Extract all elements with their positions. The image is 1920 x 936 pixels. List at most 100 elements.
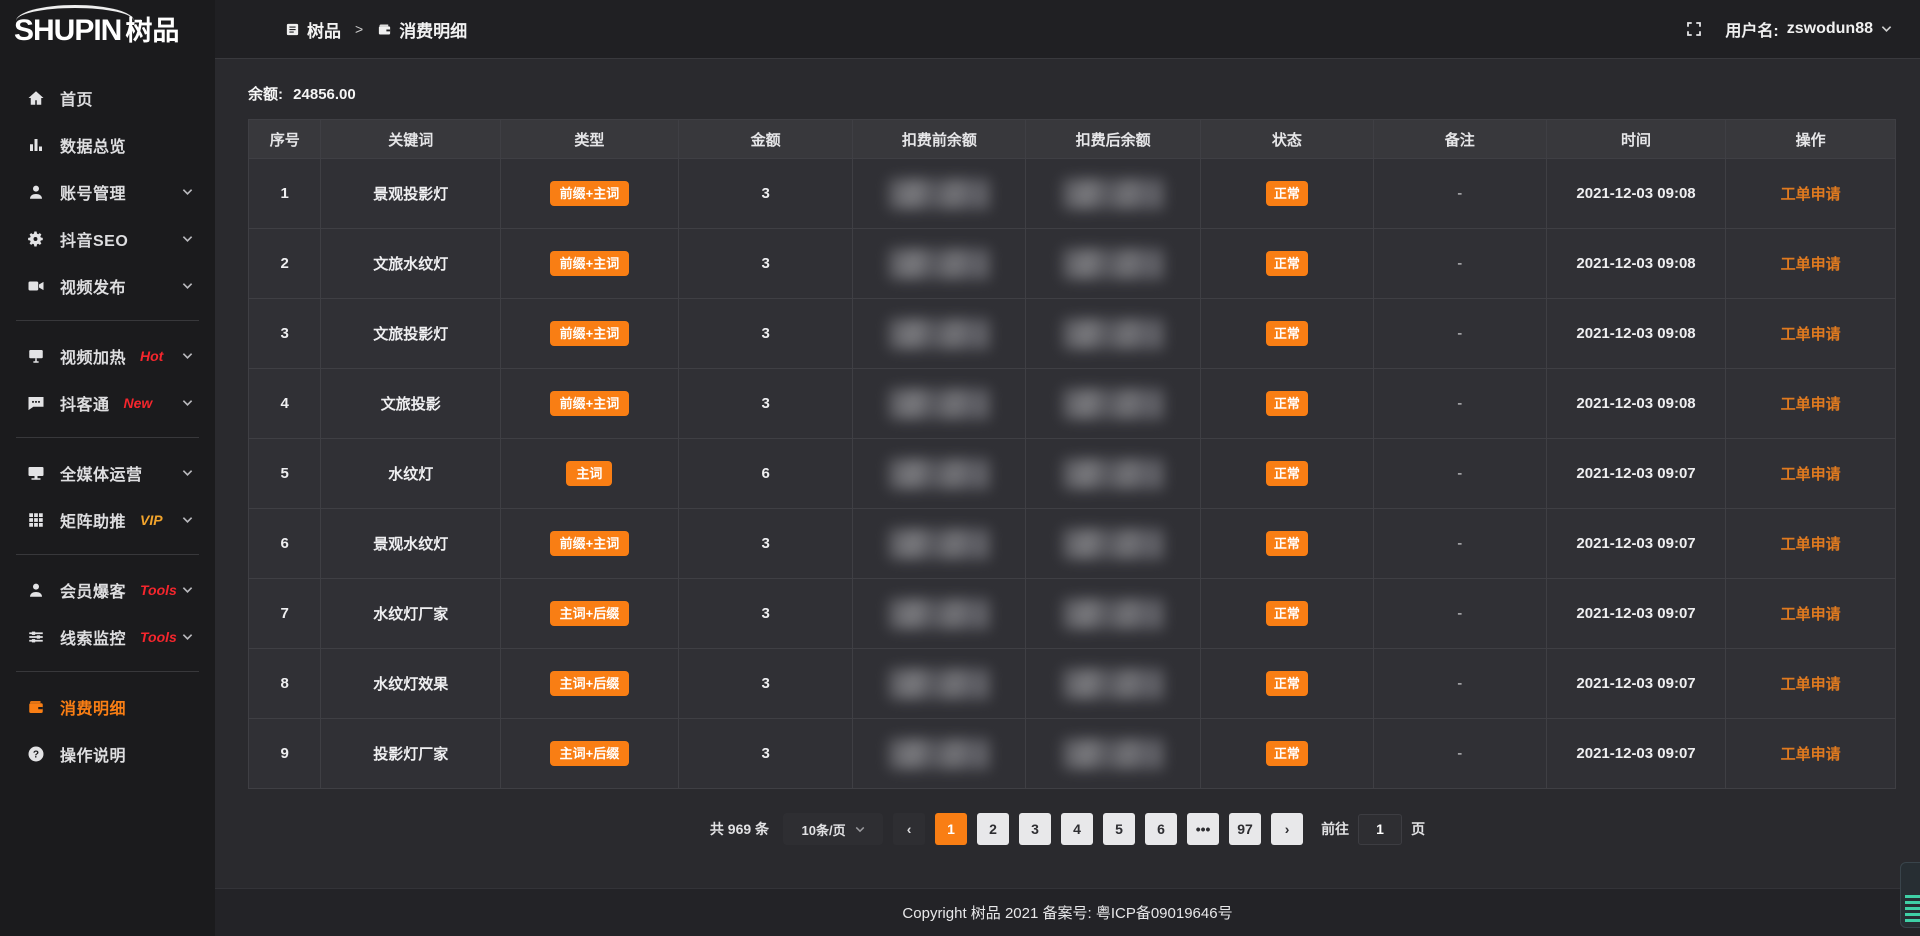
- cell-status: 正常: [1199, 438, 1374, 509]
- type-badge: 前缀+主词: [549, 531, 630, 556]
- sidebar-badge-new: New: [123, 394, 153, 411]
- page-button-3[interactable]: 3: [1019, 813, 1052, 845]
- logo-arc-decoration: [16, 5, 134, 21]
- user-menu[interactable]: 用户名: zswodun88: [1725, 17, 1892, 41]
- sidebar-item-data-overview[interactable]: 数据总览: [0, 121, 215, 168]
- chevron-down-icon: [182, 399, 193, 407]
- balance-value: 24856.00: [293, 86, 356, 103]
- status-badge: 正常: [1265, 391, 1308, 416]
- prev-page-button[interactable]: ‹: [893, 813, 926, 845]
- redacted-balance-before: [889, 318, 990, 349]
- work-order-link[interactable]: 工单申请: [1780, 746, 1841, 763]
- work-order-link[interactable]: 工单申请: [1780, 256, 1841, 273]
- redacted-balance-before: [889, 738, 990, 769]
- sliders-icon: [27, 628, 45, 646]
- sidebar-item-consume-detail[interactable]: 消费明细: [0, 683, 215, 730]
- cell-balance-after: [1025, 158, 1201, 229]
- sidebar-item-label: 抖音SEO: [60, 232, 129, 250]
- cell-amount: 3: [677, 718, 854, 789]
- work-order-link[interactable]: 工单申请: [1780, 606, 1841, 623]
- sidebar-item-douyin-seo[interactable]: 抖音SEO: [0, 215, 215, 262]
- chat-widget[interactable]: [1900, 862, 1920, 928]
- footer: Copyright 树品 2021 备案号: 粤ICP备09019646号: [215, 888, 1920, 936]
- work-order-link[interactable]: 工单申请: [1780, 396, 1841, 413]
- type-badge: 主词+后缀: [549, 601, 630, 626]
- sidebar-item-matrix-boost[interactable]: 矩阵助推 VIP: [0, 496, 215, 543]
- sidebar-badge-vip: VIP: [140, 511, 163, 528]
- redacted-balance-before: [889, 528, 990, 559]
- sidebar-item-account-manage[interactable]: 账号管理: [0, 168, 215, 215]
- sidebar-item-video-publish[interactable]: 视频发布: [0, 262, 215, 309]
- page-button-5[interactable]: 5: [1103, 813, 1136, 845]
- redacted-balance-after: [1063, 178, 1164, 209]
- breadcrumb: 树品 > 消费明细: [285, 17, 467, 42]
- page-ellipsis-button[interactable]: •••: [1187, 813, 1220, 845]
- status-badge: 正常: [1265, 671, 1308, 696]
- status-badge: 正常: [1265, 181, 1308, 206]
- goto-page: 前往 页: [1321, 813, 1425, 845]
- cell-keyword: 水纹灯效果: [320, 648, 501, 719]
- remark-value: -: [1457, 465, 1463, 482]
- sidebar-item-home[interactable]: 首页: [0, 74, 215, 121]
- cell-balance-before: [852, 718, 1027, 789]
- type-badge: 前缀+主词: [549, 181, 630, 206]
- sidebar-item-label: 数据总览: [60, 138, 127, 156]
- goto-page-input[interactable]: [1358, 813, 1403, 845]
- goto-label: 前往: [1321, 821, 1350, 837]
- column-header-action: 操作: [1725, 119, 1896, 159]
- sidebar-item-label: 操作说明: [60, 747, 127, 765]
- fullscreen-icon[interactable]: [1685, 20, 1703, 38]
- sidebar-badge-hot: Hot: [140, 347, 164, 364]
- redacted-balance-before: [889, 388, 990, 419]
- column-header-keyword: 关键词: [320, 119, 501, 159]
- sidebar-item-lead-monitor[interactable]: 线索监控 Tools: [0, 613, 215, 660]
- sidebar-item-member-baoke[interactable]: 会员爆客 Tools: [0, 566, 215, 613]
- work-order-link[interactable]: 工单申请: [1780, 186, 1841, 203]
- breadcrumb-item-shupin[interactable]: 树品: [285, 17, 341, 42]
- table-row: 3 文旅投影灯 前缀+主词 3 正常 -2021-12-03 09:08 工单申请: [247, 298, 1896, 369]
- redacted-balance-after: [1063, 248, 1164, 279]
- projector-icon: [27, 347, 45, 365]
- breadcrumb-item-consume-detail[interactable]: 消费明细: [377, 17, 467, 42]
- table-row: 6 景观水纹灯 前缀+主词 3 正常 - 2021-12-03 09:07 工单申请: [247, 508, 1896, 579]
- copyright-text: Copyright 树品 2021 备案号: 粤ICP备09019646号: [902, 905, 1233, 922]
- cell-balance-before: [852, 228, 1027, 299]
- cell-remark: -: [1372, 298, 1547, 369]
- status-badge: 正常: [1265, 251, 1308, 276]
- cell-time: 2021-12-03 09:08: [1545, 298, 1727, 369]
- work-order-link[interactable]: 工单申请: [1780, 466, 1841, 483]
- sidebar-item-douketong[interactable]: 抖客通 New: [0, 379, 215, 426]
- page-button-97[interactable]: 97: [1229, 813, 1262, 845]
- page-button-2[interactable]: 2: [977, 813, 1010, 845]
- sidebar-item-label: 视频发布: [60, 279, 127, 297]
- cell-keyword: 投影灯厂家: [320, 718, 501, 789]
- cell-status: 正常: [1199, 718, 1374, 789]
- cell-remark: -: [1372, 228, 1547, 299]
- cell-action: 工单申请: [1725, 648, 1896, 719]
- next-page-button[interactable]: ›: [1271, 813, 1304, 845]
- page-button-4[interactable]: 4: [1061, 813, 1094, 845]
- cell-action: 工单申请: [1725, 368, 1896, 439]
- table-row: 1 景观投影灯 前缀+主词 3 正常 - 2021-12-03 09:08 工单申请: [247, 158, 1896, 229]
- app-logo: SHUPIN 树品: [0, 0, 215, 62]
- page-button-6[interactable]: 6: [1145, 813, 1178, 845]
- table-row: 8 水纹灯效果 主词+后缀 3 正常 - 2021-12-03 09:07 工单申请: [247, 648, 1896, 719]
- work-order-link[interactable]: 工单申请: [1780, 536, 1841, 553]
- status-badge: 正常: [1265, 601, 1308, 626]
- redacted-balance-after: [1063, 528, 1164, 559]
- dashboard-icon: [285, 22, 300, 37]
- sidebar-item-all-media-ops[interactable]: 全媒体运营: [0, 449, 215, 496]
- sidebar-item-operation-guide[interactable]: ? 操作说明: [0, 730, 215, 777]
- column-header-amount: 金额: [677, 119, 854, 159]
- sidebar-item-label: 消费明细: [60, 700, 127, 718]
- work-order-link[interactable]: 工单申请: [1780, 676, 1841, 693]
- cell-balance-after: [1025, 298, 1201, 369]
- page-button-1[interactable]: 1: [935, 813, 968, 845]
- breadcrumb-label: 消费明细: [399, 21, 468, 41]
- cell-remark: -: [1372, 438, 1547, 509]
- page-size-select[interactable]: 10条/页: [783, 813, 884, 845]
- sidebar-item-video-heat[interactable]: 视频加热 Hot: [0, 332, 215, 379]
- work-order-link[interactable]: 工单申请: [1780, 326, 1841, 343]
- redacted-balance-after: [1063, 388, 1164, 419]
- redacted-balance-after: [1063, 458, 1164, 489]
